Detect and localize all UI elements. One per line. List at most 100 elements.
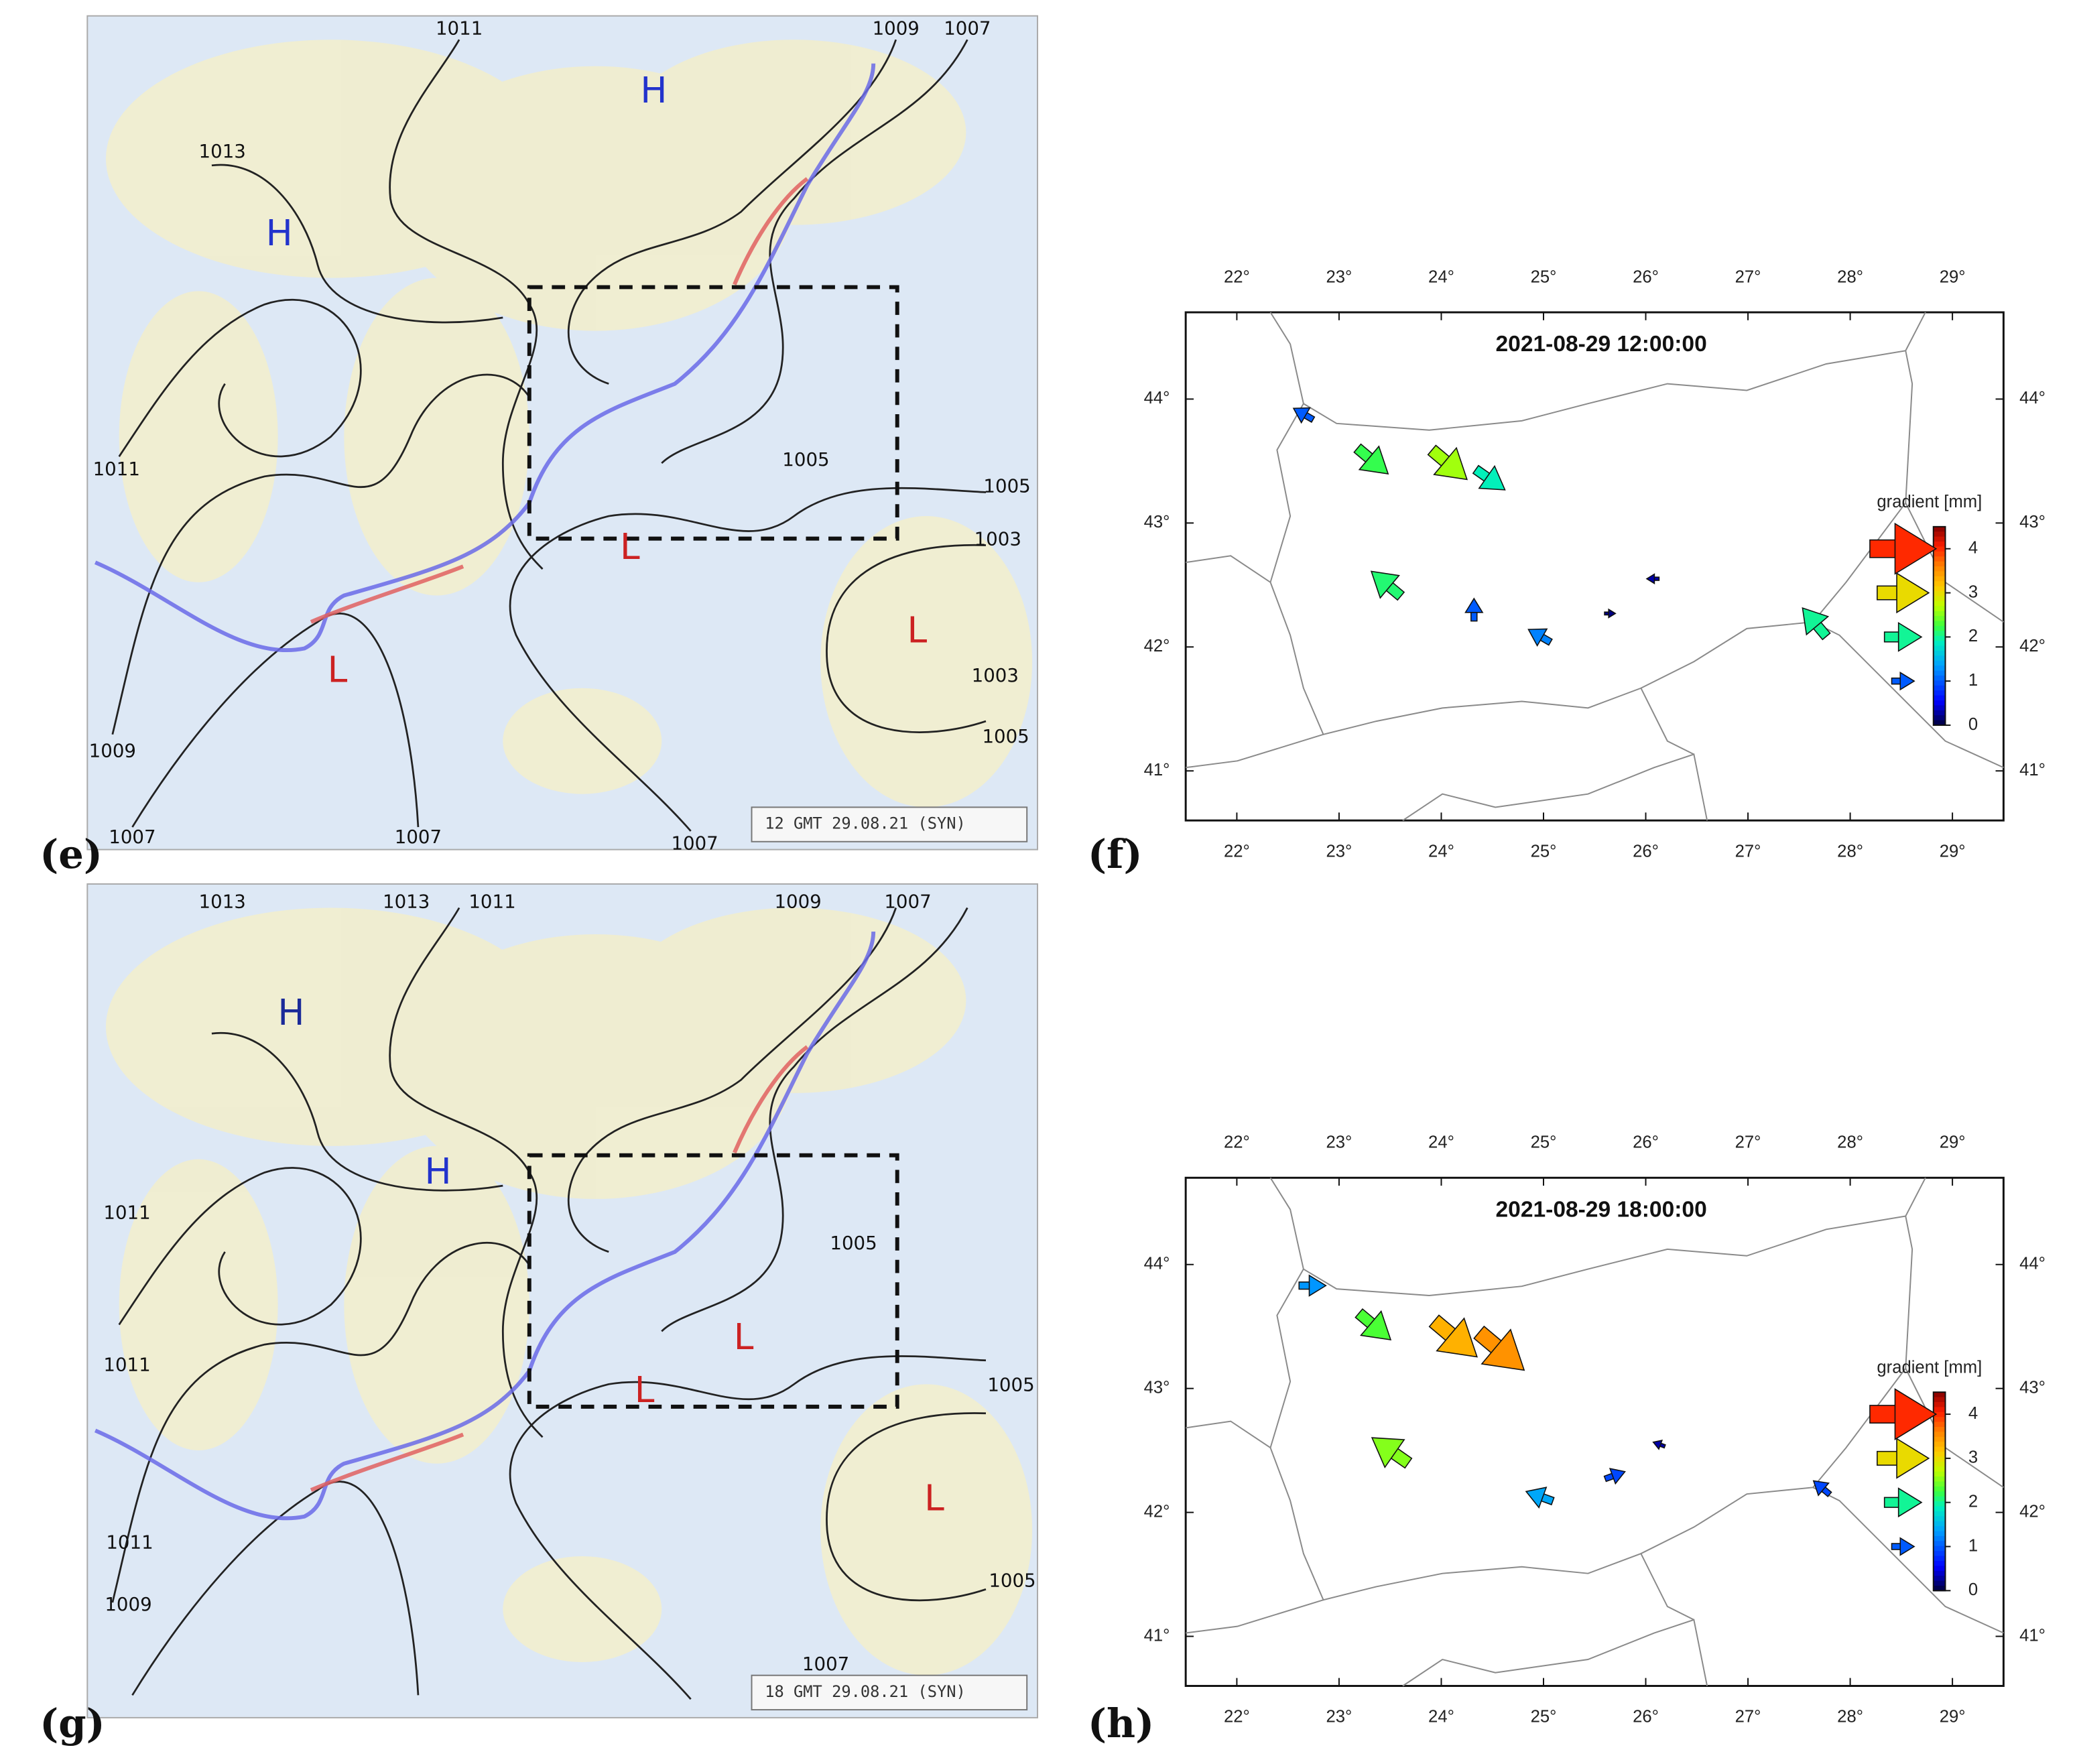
y-tick-label: 44° — [1144, 1255, 1170, 1273]
panel-label: (g) — [40, 1700, 105, 1747]
isobar-label: 1005 — [782, 448, 829, 470]
colorbar-slice — [1933, 1546, 1946, 1552]
colorbar-slice — [1933, 1486, 1946, 1493]
gradient-arrow — [1370, 570, 1405, 601]
colorbar-slice — [1933, 1432, 1946, 1438]
gradient-arrow — [1464, 597, 1484, 622]
colorbar-slice — [1933, 526, 1946, 533]
colorbar-tick-label: 1 — [1968, 1536, 1978, 1555]
colorbar-slice — [1933, 1501, 1946, 1507]
isobar-label: 1007 — [109, 826, 155, 848]
x-tick-label: 22° — [1224, 1708, 1250, 1726]
colorbar-slice — [1933, 685, 1946, 692]
arrow-head — [1292, 407, 1311, 424]
colorbar-slice — [1933, 1560, 1946, 1567]
colorbar-slice — [1933, 581, 1946, 587]
colorbar-slice — [1933, 1535, 1946, 1542]
y-tick-label: 44° — [1144, 389, 1170, 407]
colorbar-slice — [1933, 586, 1946, 592]
gradient-arrow — [1604, 608, 1617, 619]
panel-label: (e) — [40, 830, 103, 877]
isobar-label: 1007 — [395, 826, 442, 848]
colorbar-slice — [1933, 625, 1946, 632]
y-tick-label: 41° — [1144, 1626, 1170, 1645]
gradient-arrow — [1812, 1480, 1832, 1498]
colorbar-slice — [1933, 1516, 1946, 1522]
colorbar-slice — [1933, 1392, 1946, 1398]
y-tick-label: 41° — [1144, 761, 1170, 779]
x-tick-label: 29° — [1940, 842, 1966, 861]
colorbar-slice — [1933, 1570, 1946, 1577]
x-tick-label: 27° — [1735, 1708, 1761, 1726]
y-tick-label: 43° — [2019, 513, 2046, 531]
colorbar-tick-label: 0 — [1968, 715, 1978, 734]
colorbar-slice — [1933, 666, 1946, 672]
colorbar-slice — [1933, 645, 1946, 651]
colorbar-slice — [1933, 542, 1946, 548]
x-tick-label: 22° — [1224, 267, 1250, 286]
colorbar-slice — [1933, 536, 1946, 543]
colorbar-slice — [1933, 650, 1946, 657]
pressure-center: L — [635, 1369, 655, 1411]
map-frame — [1184, 311, 2005, 822]
x-tick-label: 22° — [1224, 1133, 1250, 1152]
gradient-arrow — [1472, 464, 1506, 491]
x-tick-label: 27° — [1735, 842, 1761, 861]
isobar-label: 1005 — [989, 1570, 1035, 1592]
y-tick-label: 44° — [2019, 1255, 2046, 1273]
colorbar-slice — [1933, 660, 1946, 667]
gradient-arrow — [1645, 573, 1660, 584]
gradient-arrow — [1603, 1468, 1626, 1485]
time-stamp: 12 GMT 29.08.21 (SYN) — [765, 814, 965, 833]
gradient-arrow — [1428, 1314, 1478, 1358]
colorbar-frame — [1932, 525, 1946, 727]
arrow-stem — [1298, 1281, 1311, 1290]
colorbar-slice — [1933, 670, 1946, 676]
panel-label: (h) — [1088, 1700, 1154, 1747]
gradient-arrow — [1652, 1440, 1666, 1450]
y-tick-label: 43° — [2019, 1378, 2046, 1397]
colorbar-slice — [1933, 1491, 1946, 1497]
panel-label: (f) — [1088, 830, 1143, 877]
arrow-head — [1896, 572, 1930, 614]
colorbar-slice — [1933, 1426, 1946, 1433]
colorbar-slice — [1933, 1511, 1946, 1517]
x-tick-label: 25° — [1531, 1133, 1557, 1152]
x-tick-label: 22° — [1224, 842, 1250, 861]
x-tick-label: 24° — [1428, 267, 1454, 286]
isobar-label: 1005 — [982, 725, 1029, 747]
gradient-arrow — [1527, 628, 1553, 647]
gradient-arrow — [1427, 444, 1468, 481]
arrow-stem — [1877, 1450, 1899, 1466]
colorbar-slice — [1933, 621, 1946, 627]
colorbar-slice — [1933, 1417, 1946, 1423]
colorbar-tick-label: 3 — [1968, 582, 1978, 601]
colorbar-slice — [1933, 1576, 1946, 1582]
colorbar-label: gradient [mm] — [1877, 493, 1982, 511]
arrow-head — [1358, 445, 1389, 475]
arrow-head — [1370, 570, 1400, 599]
colorbar-slice — [1933, 695, 1946, 701]
isobar-label: 1011 — [93, 458, 140, 480]
arrow-head — [1609, 1468, 1626, 1485]
colorbar-slice — [1933, 635, 1946, 642]
isobar-label: 1013 — [383, 891, 430, 913]
colorbar-slice — [1933, 710, 1946, 716]
colorbar-slice — [1933, 1407, 1946, 1413]
colorbar-tick-label: 3 — [1968, 1448, 1978, 1467]
pressure-center: L — [734, 1316, 754, 1358]
isobar-label: 1009 — [105, 1593, 151, 1615]
isobar-label: 1007 — [671, 832, 718, 855]
colorbar-slice — [1933, 1526, 1946, 1532]
isobar-label: 1011 — [106, 1531, 153, 1553]
colorbar-tick-label: 4 — [1968, 1404, 1978, 1423]
colorbar-slice — [1933, 1471, 1946, 1478]
gradient-arrow — [1802, 607, 1831, 641]
pressure-center: H — [640, 70, 667, 111]
x-tick-label: 27° — [1735, 1133, 1761, 1152]
colorbar-slice — [1933, 1397, 1946, 1403]
colorbar-slice — [1933, 571, 1946, 577]
colorbar-slice — [1933, 1521, 1946, 1527]
colorbar-slice — [1933, 1456, 1946, 1462]
